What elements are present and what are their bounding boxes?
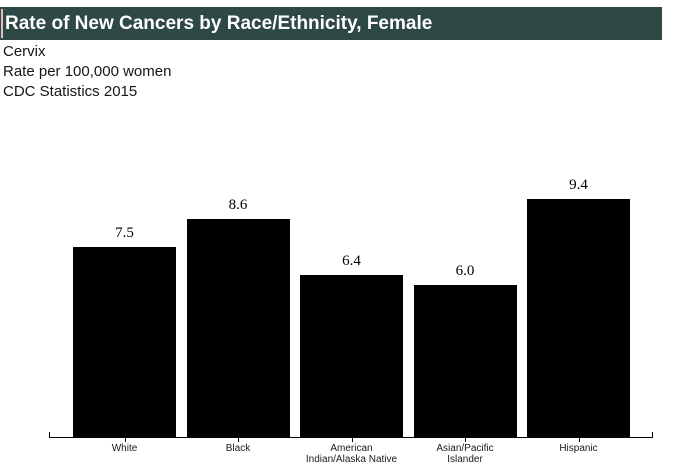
bar-hispanic — [527, 199, 630, 437]
x-tick — [579, 438, 580, 442]
x-tick — [465, 438, 466, 442]
x-axis-right-end-tick — [652, 432, 653, 437]
bar-asian-pacific-islander — [413, 285, 517, 437]
bar-value-label: 6.4 — [342, 253, 361, 269]
chart-title-bar: Rate of New Cancers by Race/Ethnicity, F… — [0, 7, 662, 40]
bar-value-label: 6.0 — [455, 263, 475, 279]
page-title: Rate of New Cancers by Race/Ethnicity, F… — [5, 13, 433, 34]
text-cursor — [1, 9, 3, 38]
x-axis-label: Asian/Pacific Islander — [436, 443, 494, 465]
x-axis-label: Hispanic — [559, 443, 598, 454]
x-axis-label: White — [111, 443, 138, 454]
x-axis-line — [49, 437, 653, 438]
bar-white — [73, 247, 176, 437]
subtitle-source: CDC Statistics 2015 — [3, 83, 138, 100]
subtitle-site: Cervix — [3, 43, 46, 60]
x-axis-label: American Indian/Alaska Native — [305, 443, 398, 465]
bar-value-label: 7.5 — [115, 225, 134, 241]
x-axis-label: Black — [225, 443, 251, 454]
x-axis-left-end-tick — [49, 432, 50, 437]
x-tick — [352, 438, 353, 442]
bar-value-label: 8.6 — [228, 197, 248, 213]
subtitle-unit: Rate per 100,000 women — [3, 63, 172, 80]
bar-american-indian-alaska-native — [300, 275, 403, 437]
bar-black — [186, 219, 290, 437]
x-tick — [238, 438, 239, 442]
x-tick — [125, 438, 126, 442]
chart-subtitles: Cervix Rate per 100,000 women CDC Statis… — [3, 42, 171, 102]
bar-value-label: 9.4 — [569, 177, 588, 193]
